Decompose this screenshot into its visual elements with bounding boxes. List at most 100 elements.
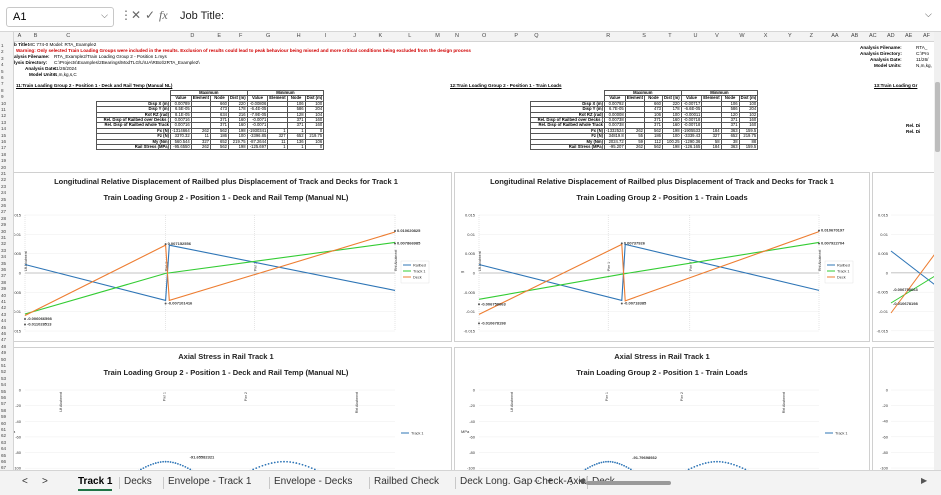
row-header[interactable]: 26	[1, 203, 7, 208]
row-header[interactable]: 1	[1, 43, 4, 48]
row-header[interactable]: 12	[1, 113, 7, 119]
row-header[interactable]: 62	[1, 433, 7, 439]
row-header[interactable]: 17	[1, 145, 7, 151]
column-header-k[interactable]: K	[378, 33, 383, 39]
chart-stress-next-partial[interactable]: 0 -20 -40 -60 -80 -100	[872, 347, 934, 470]
column-header-o[interactable]: O	[482, 33, 487, 39]
row-header[interactable]: 37	[1, 273, 7, 279]
enter-icon[interactable]: ✓	[145, 8, 156, 22]
chart-stress-temp[interactable]: Axial Stress in Rail Track 1 Train Loadi…	[14, 347, 452, 470]
column-header-v[interactable]: V	[715, 33, 719, 39]
row-header[interactable]: 50	[1, 356, 7, 362]
row-header[interactable]: 64	[1, 446, 7, 452]
horizontal-scrollbar[interactable]: ◀ ▶	[578, 476, 927, 487]
row-header[interactable]: 35	[1, 260, 7, 266]
row-header[interactable]: 46	[1, 331, 7, 336]
tab-next-button[interactable]: >	[42, 476, 48, 487]
row-header[interactable]: 2	[1, 49, 4, 55]
more-options-icon[interactable]: ⋮	[120, 8, 132, 22]
column-header-z[interactable]: Z	[809, 33, 813, 39]
column-header-q[interactable]: Q	[534, 33, 539, 39]
row-header[interactable]: 55	[1, 388, 7, 394]
column-header-l[interactable]: L	[408, 33, 412, 39]
row-header[interactable]: 48	[1, 343, 7, 349]
column-header-af[interactable]: AF	[923, 33, 931, 39]
table-cell[interactable]: 562	[210, 143, 229, 151]
chart-disp-temp[interactable]: Longitudinal Relative Displacement of Ra…	[14, 172, 452, 342]
scroll-right-icon[interactable]: ▶	[921, 476, 928, 485]
chart-stress-train[interactable]: Axial Stress in Rail Track 1 Train Loadi…	[454, 347, 870, 470]
row-header[interactable]: 57	[1, 401, 7, 407]
chart-disp-train[interactable]: Longitudinal Relative Displacement of Ra…	[454, 172, 870, 342]
column-header-g[interactable]: G	[266, 33, 271, 39]
row-header[interactable]: 27	[1, 209, 7, 215]
row-header[interactable]: 22	[1, 177, 7, 183]
row-header[interactable]: 60	[1, 420, 7, 426]
chevron-down-icon[interactable]: ⌵	[101, 10, 108, 20]
table-cell[interactable]: 0	[304, 143, 325, 151]
table-cell[interactable]: -125.697	[246, 143, 269, 151]
row-header[interactable]: 66	[1, 459, 7, 464]
row-header[interactable]: 53	[1, 375, 7, 381]
sheet-tab-decks[interactable]: Decks	[124, 476, 152, 487]
table-cell[interactable]: 1	[286, 143, 306, 151]
vertical-scrollbar[interactable]	[934, 32, 941, 470]
row-header[interactable]: 34	[1, 254, 7, 260]
sheet-tab-railbed-check[interactable]: Railbed Check	[374, 476, 440, 487]
table-cell[interactable]: 198	[228, 143, 248, 151]
column-header-u[interactable]: U	[693, 33, 698, 39]
insert-function-icon[interactable]: fx	[159, 8, 168, 22]
row-header[interactable]: 4	[1, 62, 4, 68]
row-header[interactable]: 16	[1, 139, 7, 144]
row-header[interactable]: 3	[1, 55, 4, 61]
column-header-ae[interactable]: AE	[905, 33, 913, 39]
column-header-j[interactable]: J	[353, 33, 357, 39]
row-header[interactable]: 28	[1, 215, 7, 221]
row-header[interactable]: 33	[1, 247, 7, 253]
sheet-tab-envelope-decks[interactable]: Envelope - Decks	[274, 476, 353, 487]
row-header[interactable]: 56	[1, 395, 7, 400]
column-header-ab[interactable]: AB	[851, 33, 859, 39]
row-header[interactable]: 14	[1, 126, 7, 132]
row-header[interactable]: 54	[1, 382, 7, 388]
worksheet-grid[interactable]: b Title: MC 774-0 Model: RTA_Example2 Wa…	[14, 42, 934, 470]
column-header-x[interactable]: X	[763, 33, 768, 39]
formula-input[interactable]: Job Title:	[180, 10, 225, 22]
column-header-w[interactable]: W	[739, 33, 745, 39]
row-header[interactable]: 61	[1, 427, 7, 432]
column-header-aa[interactable]: AA	[831, 33, 839, 39]
table-cell[interactable]: 262	[190, 143, 212, 151]
row-header[interactable]: 58	[1, 407, 7, 413]
row-header[interactable]: 10	[1, 100, 7, 106]
row-header[interactable]: 21	[1, 171, 7, 176]
tab-menu-icon[interactable]: ⋮	[566, 476, 576, 487]
column-header-p[interactable]: P	[514, 33, 519, 39]
row-header[interactable]: 67	[1, 465, 7, 471]
row-header[interactable]: 9	[1, 94, 4, 100]
column-header-ac[interactable]: AC	[869, 33, 877, 39]
row-header[interactable]: 23	[1, 183, 7, 189]
column-header-s[interactable]: S	[642, 33, 646, 39]
table-cell[interactable]: 562	[644, 143, 663, 151]
name-box[interactable]: A1 ⌵	[6, 7, 114, 27]
row-header[interactable]: 31	[1, 235, 7, 240]
row-header[interactable]: 24	[1, 190, 7, 196]
row-header[interactable]: 47	[1, 337, 7, 343]
column-header-a[interactable]: A	[17, 33, 22, 39]
row-header[interactable]: 39	[1, 286, 7, 292]
column-header-c[interactable]: C	[66, 33, 71, 39]
table-cell[interactable]: 363	[720, 143, 740, 151]
row-header[interactable]: 25	[1, 196, 7, 202]
row-header[interactable]: 11	[1, 107, 6, 112]
table-cell[interactable]: 159.5	[738, 143, 759, 151]
row-header[interactable]: 42	[1, 305, 7, 311]
row-header[interactable]: 18	[1, 151, 7, 157]
row-header[interactable]: 36	[1, 267, 7, 272]
row-header[interactable]: 38	[1, 279, 7, 285]
horizontal-scroll-thumb[interactable]	[586, 481, 671, 485]
column-header-ad[interactable]: AD	[887, 33, 895, 39]
row-header[interactable]: 30	[1, 228, 7, 234]
table-cell[interactable]: 262	[624, 143, 646, 151]
row-header[interactable]: 20	[1, 164, 7, 170]
row-header[interactable]: 44	[1, 318, 7, 324]
